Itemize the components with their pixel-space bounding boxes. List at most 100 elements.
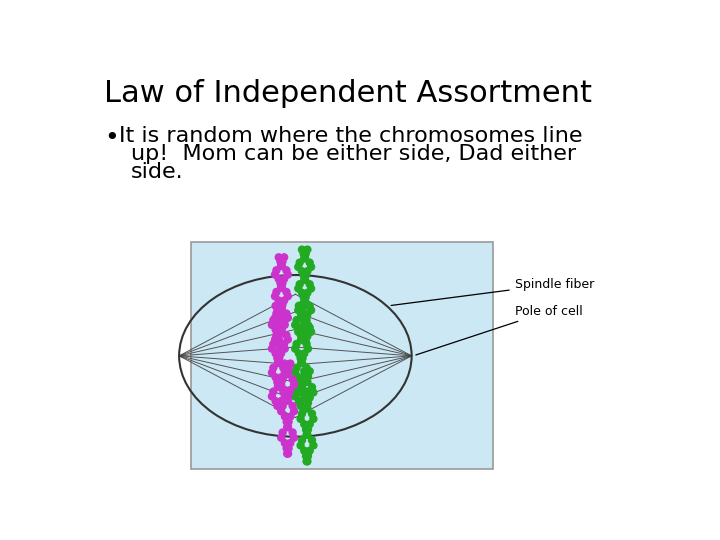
Circle shape — [307, 264, 315, 271]
Circle shape — [284, 397, 291, 404]
Circle shape — [282, 413, 289, 420]
Circle shape — [296, 281, 303, 288]
Circle shape — [279, 284, 285, 291]
Circle shape — [279, 323, 286, 330]
Circle shape — [275, 254, 282, 261]
Circle shape — [279, 280, 286, 287]
Circle shape — [302, 373, 310, 380]
Circle shape — [283, 366, 290, 372]
Circle shape — [297, 379, 304, 386]
Circle shape — [303, 379, 310, 386]
Circle shape — [274, 307, 281, 314]
Circle shape — [275, 340, 282, 347]
Circle shape — [301, 298, 307, 305]
Circle shape — [284, 293, 292, 300]
Circle shape — [279, 327, 285, 334]
Circle shape — [285, 418, 292, 426]
Circle shape — [279, 429, 286, 436]
Circle shape — [280, 364, 287, 371]
Circle shape — [276, 331, 283, 338]
Circle shape — [305, 369, 312, 376]
Circle shape — [303, 431, 310, 438]
Circle shape — [304, 405, 311, 412]
Circle shape — [271, 293, 279, 300]
Circle shape — [289, 376, 296, 383]
Circle shape — [284, 450, 292, 457]
Circle shape — [299, 289, 305, 296]
Circle shape — [307, 328, 315, 335]
Circle shape — [270, 388, 276, 395]
Circle shape — [277, 323, 284, 330]
Circle shape — [299, 379, 306, 386]
Circle shape — [294, 264, 302, 271]
Circle shape — [281, 254, 287, 261]
Circle shape — [299, 246, 305, 253]
Circle shape — [272, 350, 279, 357]
Circle shape — [293, 364, 300, 371]
Circle shape — [296, 259, 303, 266]
Circle shape — [306, 368, 313, 375]
Circle shape — [277, 397, 284, 404]
Circle shape — [283, 392, 290, 399]
Circle shape — [277, 302, 284, 309]
Circle shape — [272, 326, 279, 333]
Circle shape — [270, 341, 276, 347]
Circle shape — [297, 402, 304, 409]
Circle shape — [270, 364, 276, 371]
Circle shape — [277, 306, 284, 313]
Circle shape — [302, 320, 309, 327]
Circle shape — [302, 400, 310, 407]
Circle shape — [303, 341, 310, 347]
Text: side.: side. — [131, 162, 184, 182]
Circle shape — [278, 434, 284, 441]
Circle shape — [281, 340, 287, 347]
Circle shape — [274, 355, 281, 362]
Circle shape — [277, 262, 284, 269]
Circle shape — [302, 298, 309, 305]
Circle shape — [306, 421, 313, 428]
Circle shape — [295, 350, 302, 357]
Circle shape — [275, 319, 282, 326]
Circle shape — [301, 447, 307, 454]
Circle shape — [277, 301, 284, 308]
Circle shape — [299, 331, 306, 338]
Circle shape — [283, 418, 290, 426]
Circle shape — [269, 393, 276, 400]
Circle shape — [283, 310, 290, 317]
Circle shape — [306, 394, 313, 401]
Circle shape — [275, 336, 282, 343]
Circle shape — [275, 297, 282, 304]
Circle shape — [300, 315, 307, 322]
Circle shape — [272, 374, 279, 381]
Circle shape — [279, 262, 285, 269]
Circle shape — [297, 415, 304, 422]
Text: Pole of cell: Pole of cell — [416, 305, 582, 355]
Circle shape — [280, 316, 287, 323]
Circle shape — [279, 301, 286, 308]
Circle shape — [292, 393, 299, 400]
Circle shape — [302, 315, 309, 322]
Circle shape — [305, 453, 312, 460]
Circle shape — [305, 321, 312, 328]
Circle shape — [300, 294, 307, 301]
Circle shape — [287, 387, 294, 394]
Circle shape — [280, 388, 287, 395]
Circle shape — [299, 360, 305, 367]
Circle shape — [306, 447, 313, 454]
Circle shape — [281, 297, 287, 304]
Circle shape — [277, 327, 284, 334]
Circle shape — [277, 284, 284, 291]
Circle shape — [295, 302, 302, 309]
Circle shape — [292, 369, 299, 376]
Circle shape — [295, 374, 302, 381]
Circle shape — [306, 324, 313, 331]
Circle shape — [273, 332, 280, 339]
Circle shape — [284, 336, 292, 343]
Circle shape — [303, 405, 310, 412]
Circle shape — [302, 294, 309, 301]
Circle shape — [270, 316, 276, 323]
Circle shape — [302, 255, 309, 262]
Circle shape — [292, 345, 299, 352]
Circle shape — [279, 306, 285, 313]
Circle shape — [291, 434, 297, 441]
